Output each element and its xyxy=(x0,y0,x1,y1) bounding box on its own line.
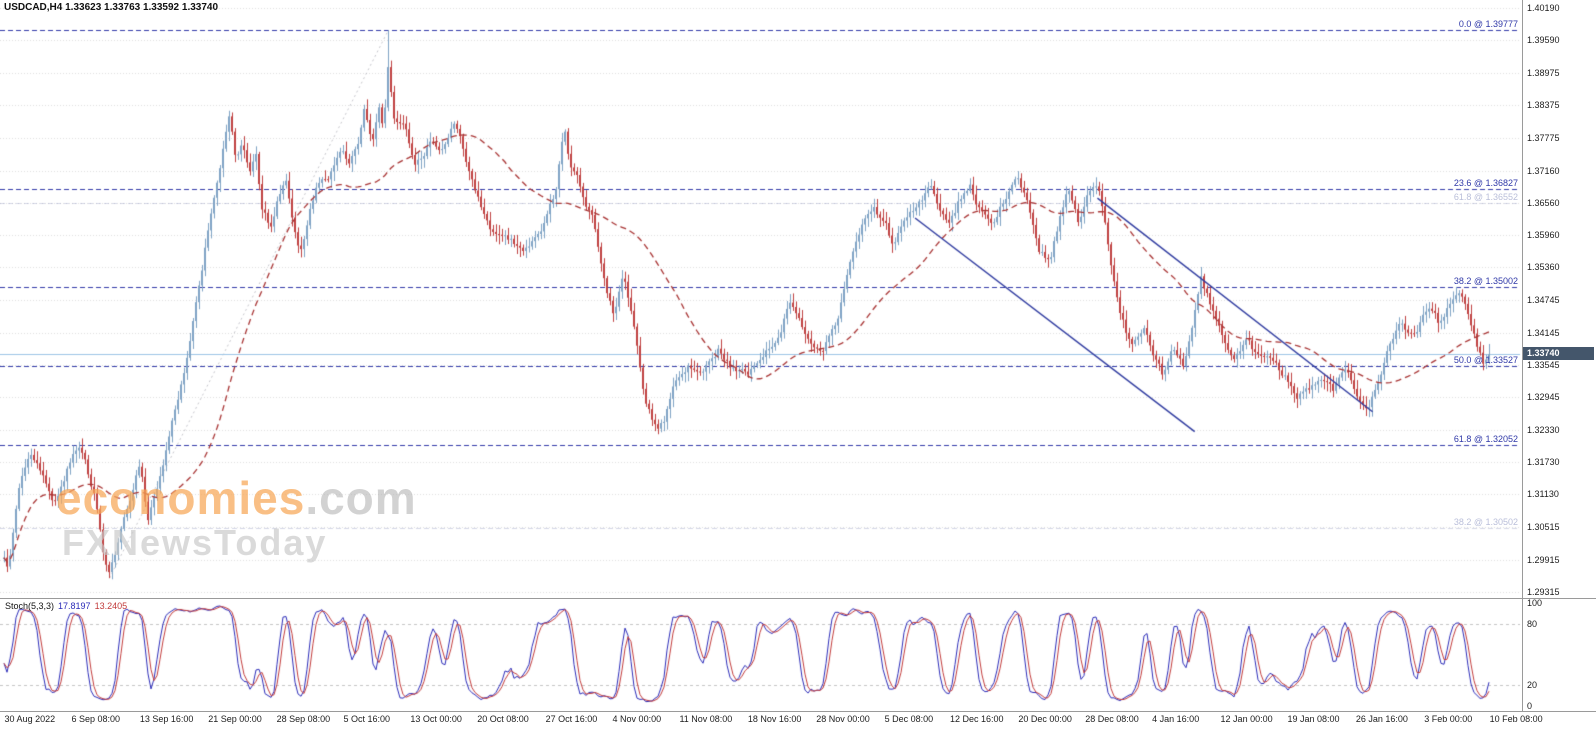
time-axis-label: 19 Jan 08:00 xyxy=(1287,714,1340,724)
price-axis-tick: 1.34745 xyxy=(1527,295,1560,306)
time-axis-label: 6 Sep 08:00 xyxy=(71,714,120,724)
time-axis-label: 27 Oct 16:00 xyxy=(545,714,598,724)
symbol-ohlc-title: USDCAD,H4 1.33623 1.33763 1.33592 1.3374… xyxy=(4,2,219,13)
time-axis-label: 20 Dec 00:00 xyxy=(1018,714,1072,724)
price-axis-tick: 1.31730 xyxy=(1527,457,1560,468)
indicator-axis-label: 100 xyxy=(1527,598,1543,608)
price-axis-tick: 1.40190 xyxy=(1527,3,1560,14)
price-axis-tick: 1.32945 xyxy=(1527,391,1560,402)
time-axis-divider xyxy=(0,711,1596,712)
indicator-axis-label: 80 xyxy=(1527,618,1538,629)
price-axis-tick: 1.34145 xyxy=(1527,327,1560,338)
price-axis-tick: 1.29315 xyxy=(1527,586,1560,597)
time-axis-label: 5 Dec 08:00 xyxy=(884,714,934,724)
pane-divider[interactable] xyxy=(0,598,1596,599)
price-axis-tick: 1.32330 xyxy=(1527,424,1560,435)
time-axis-label: 28 Sep 08:00 xyxy=(276,714,331,724)
time-axis-label: 13 Oct 00:00 xyxy=(410,714,462,724)
price-axis-divider xyxy=(1522,0,1523,711)
time-axis-label: 13 Sep 16:00 xyxy=(139,714,194,724)
indicator-label: Stoch(5,3,3) 17.8197 13.2405 xyxy=(5,601,127,611)
price-axis-tick: 1.38975 xyxy=(1527,68,1560,79)
time-axis-label: 30 Aug 2022 xyxy=(4,714,56,724)
price-axis-tick: 1.35360 xyxy=(1527,262,1560,273)
time-axis-label: 3 Feb 00:00 xyxy=(1424,714,1473,724)
price-axis-tick: 1.37775 xyxy=(1527,132,1560,143)
indicator-main-value: 17.8197 xyxy=(58,601,91,611)
indicator-axis-label: 0 xyxy=(1527,701,1533,711)
time-axis: 30 Aug 2022 6 Sep 08:00 13 Sep 16:00 21 Sep… xyxy=(0,714,1596,732)
time-axis-label: 28 Dec 08:00 xyxy=(1085,714,1139,724)
time-axis-label: 4 Jan 16:00 xyxy=(1152,714,1200,724)
time-axis-label: 12 Dec 16:00 xyxy=(950,714,1004,724)
indicator-signal-value: 13.2405 xyxy=(94,601,128,611)
price-axis-tick: 1.30515 xyxy=(1527,522,1560,533)
time-axis-label: 20 Oct 08:00 xyxy=(477,714,529,724)
price-axis-tick: 1.37160 xyxy=(1527,165,1560,176)
time-axis-label: 28 Nov 00:00 xyxy=(816,714,870,724)
time-axis-label: 5 Oct 16:00 xyxy=(343,714,391,724)
main-chart-canvas[interactable] xyxy=(0,0,1522,598)
time-axis-label: 18 Nov 16:00 xyxy=(747,714,802,724)
time-axis-label: 12 Jan 00:00 xyxy=(1220,714,1273,724)
time-axis-label: 4 Nov 00:00 xyxy=(612,714,662,724)
price-axis-tick: 1.29915 xyxy=(1527,554,1560,565)
indicator-name: Stoch(5,3,3) xyxy=(5,601,55,611)
price-axis-tick: 1.31130 xyxy=(1527,489,1559,500)
price-axis-tick: 1.35960 xyxy=(1527,230,1560,241)
stochastic-indicator-canvas[interactable] xyxy=(0,599,1522,711)
time-axis-label: 21 Sep 00:00 xyxy=(208,714,262,724)
price-axis-tick: 1.36560 xyxy=(1527,197,1560,208)
time-axis-label: 26 Jan 16:00 xyxy=(1355,714,1408,724)
time-axis-label: 10 Feb 08:00 xyxy=(1489,714,1543,724)
price-axis-tick: 1.33545 xyxy=(1527,359,1560,370)
indicator-axis-label: 20 xyxy=(1527,680,1538,691)
current-price-tag: 1.33740 xyxy=(1523,347,1594,361)
price-axis-tick: 1.39590 xyxy=(1527,35,1560,46)
price-axis-tick: 1.38375 xyxy=(1527,100,1560,111)
time-axis-label: 11 Nov 08:00 xyxy=(679,714,733,724)
